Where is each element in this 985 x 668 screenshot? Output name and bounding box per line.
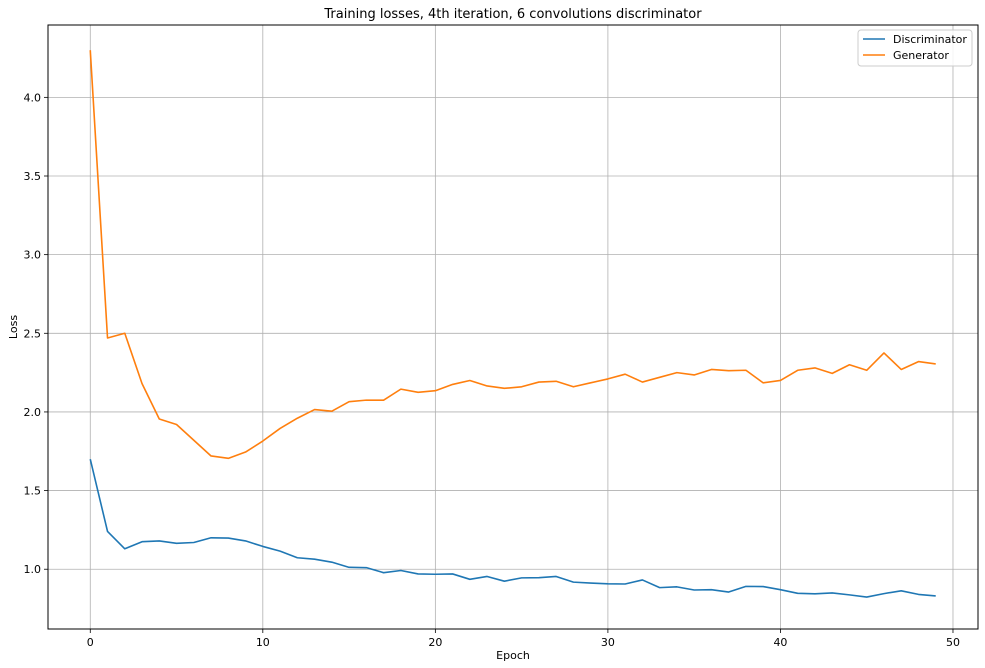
x-tick-label: 20 [428,636,442,649]
legend-label-discriminator: Discriminator [893,33,967,46]
y-tick-label: 3.5 [24,170,42,183]
grid [48,25,978,629]
x-tick-label: 30 [601,636,615,649]
x-tick-label: 10 [256,636,270,649]
plot-frame [47,24,979,630]
x-tick-label: 40 [773,636,787,649]
x-tick-label: 50 [946,636,960,649]
y-tick-label: 3.0 [24,249,42,262]
y-axis-label: Loss [7,315,20,339]
series-lines [89,50,936,598]
y-axis-ticks: 1.0 1.5 2.0 2.5 3.0 3.5 4.0 [24,91,48,576]
y-tick-label: 4.0 [24,91,42,104]
chart-title: Training losses, 4th iteration, 6 convol… [323,7,702,22]
legend: Discriminator Generator [857,29,973,67]
y-tick-label: 2.5 [24,327,42,340]
legend-box [857,29,973,67]
series-line-discriminator [89,458,936,598]
x-axis-label: Epoch [496,649,530,662]
x-tick-label: 0 [87,636,94,649]
legend-label-generator: Generator [893,49,949,62]
y-tick-label: 1.5 [24,485,42,498]
x-axis-ticks: 0 10 20 30 40 50 [87,629,960,649]
series-line-generator [89,50,936,460]
y-tick-label: 2.0 [24,406,42,419]
y-tick-label: 1.0 [24,563,42,576]
